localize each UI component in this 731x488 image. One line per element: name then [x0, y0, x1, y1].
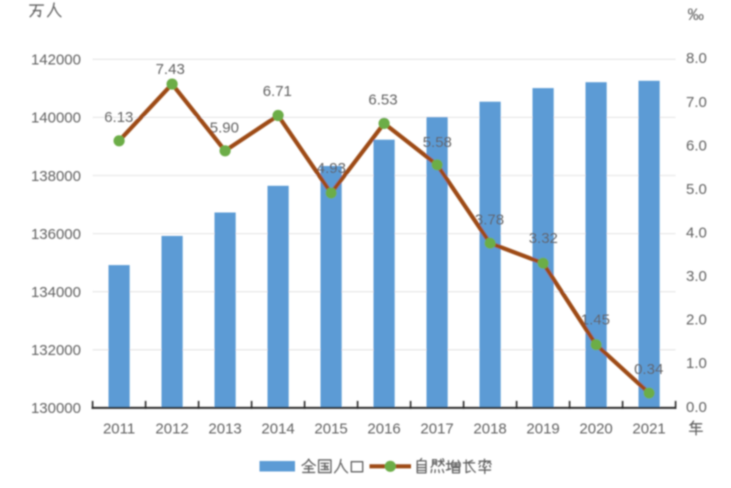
svg-text:142000: 142000	[31, 52, 81, 69]
svg-text:5.0: 5.0	[686, 181, 707, 198]
svg-text:7.0: 7.0	[686, 94, 707, 111]
svg-text:134000: 134000	[31, 284, 81, 301]
svg-text:2015: 2015	[314, 421, 347, 438]
svg-text:4.0: 4.0	[686, 225, 707, 242]
svg-text:138000: 138000	[31, 168, 81, 185]
svg-text:0.0: 0.0	[686, 399, 707, 416]
svg-text:1.45: 1.45	[581, 312, 610, 329]
svg-text:1.0: 1.0	[686, 355, 707, 372]
svg-text:2017: 2017	[420, 421, 453, 438]
svg-text:5.58: 5.58	[423, 134, 452, 151]
svg-text:2018: 2018	[473, 421, 506, 438]
svg-text:3.32: 3.32	[529, 230, 558, 247]
svg-text:136000: 136000	[31, 226, 81, 243]
svg-text:2014: 2014	[261, 421, 294, 438]
svg-text:2011: 2011	[103, 421, 135, 438]
svg-text:6.53: 6.53	[368, 92, 397, 109]
svg-text:3.78: 3.78	[475, 212, 504, 229]
svg-text:2013: 2013	[208, 421, 241, 438]
svg-text:2020: 2020	[579, 421, 612, 438]
svg-text:6.13: 6.13	[104, 109, 133, 126]
svg-text:2.0: 2.0	[686, 312, 707, 329]
svg-text:6.71: 6.71	[263, 83, 292, 100]
svg-text:5.90: 5.90	[210, 120, 239, 137]
svg-text:3.0: 3.0	[686, 268, 707, 285]
svg-text:4.93: 4.93	[317, 160, 346, 177]
svg-text:130000: 130000	[31, 400, 81, 417]
svg-text:2019: 2019	[526, 421, 559, 438]
svg-text:140000: 140000	[31, 110, 81, 127]
svg-text:132000: 132000	[31, 342, 81, 359]
svg-text:7.43: 7.43	[156, 61, 185, 78]
svg-text:0.34: 0.34	[634, 361, 663, 378]
svg-text:6.0: 6.0	[686, 137, 707, 154]
svg-text:2012: 2012	[155, 421, 188, 438]
svg-text:‰: ‰	[688, 6, 705, 24]
svg-text:8.0: 8.0	[686, 50, 707, 67]
svg-text:2016: 2016	[367, 421, 400, 438]
svg-text:2021: 2021	[632, 421, 665, 438]
